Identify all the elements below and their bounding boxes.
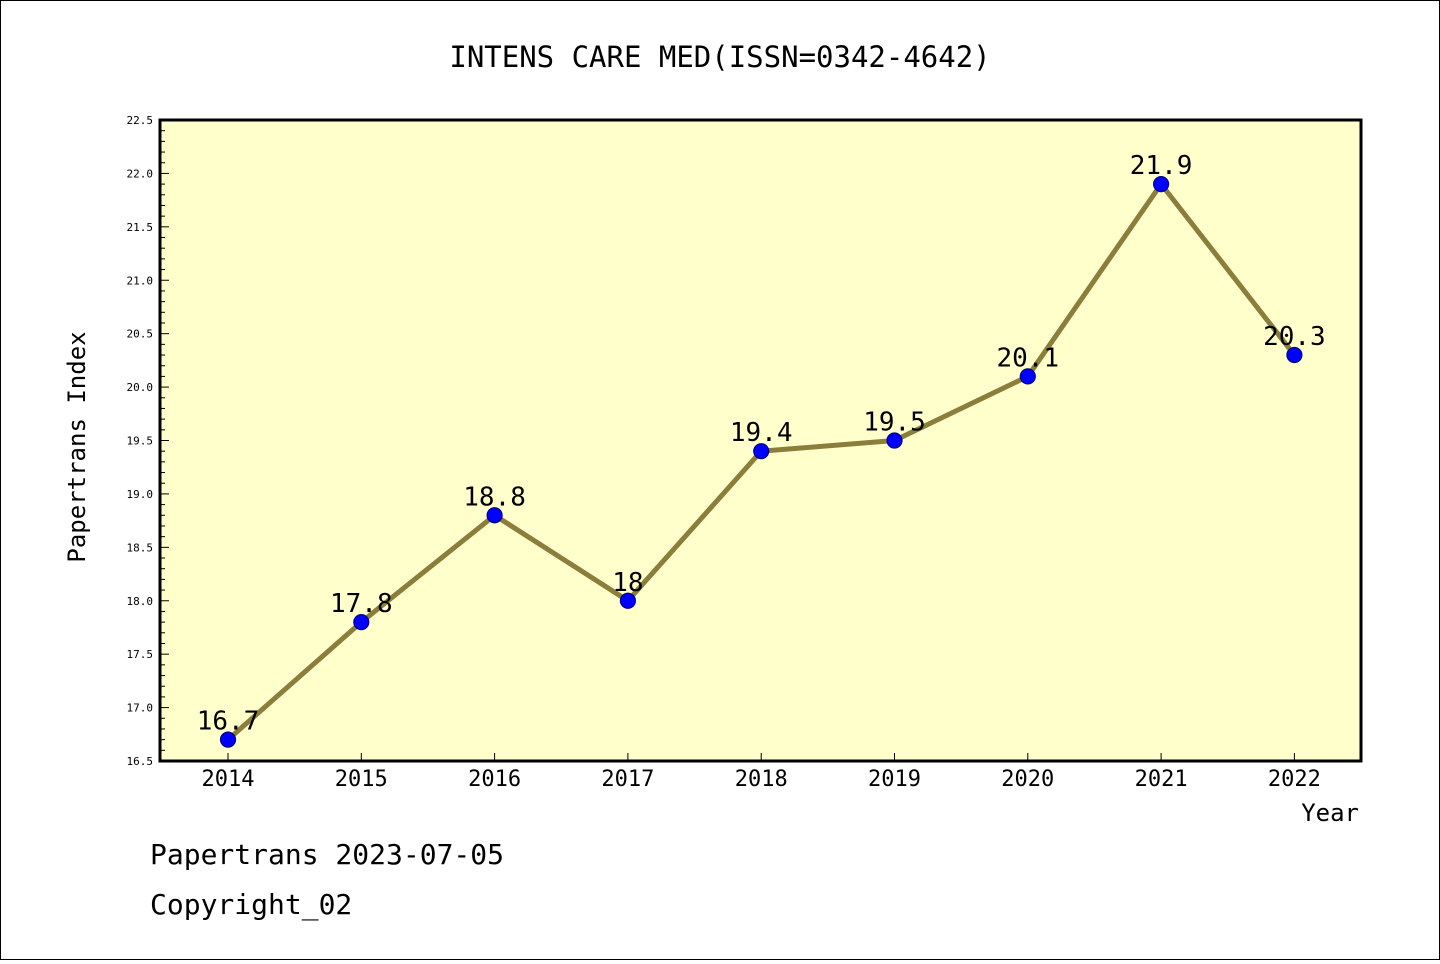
y-axis: 16.5 17.0 17.5 18.0 18.5 19.0 19.5 20.0 20.5 21.0… bbox=[127, 114, 169, 768]
y-tick-label: 16.5 bbox=[127, 755, 154, 768]
data-point bbox=[619, 592, 637, 609]
data-label: 18.8 bbox=[463, 482, 526, 512]
data-label: 20.1 bbox=[996, 343, 1059, 373]
chart-title: INTENS CARE MED(ISSN=0342-4642) bbox=[449, 40, 990, 74]
data-point bbox=[886, 432, 903, 449]
x-tick-label: 2015 bbox=[335, 767, 388, 792]
data-label: 18 bbox=[612, 568, 643, 598]
data-label: 19.5 bbox=[863, 408, 926, 438]
x-tick-label: 2014 bbox=[202, 767, 255, 792]
y-tick-label: 19.0 bbox=[127, 488, 154, 501]
footer-date: Papertrans 2023-07-05 bbox=[150, 838, 504, 871]
data-label: 20.3 bbox=[1263, 322, 1326, 352]
y-tick-label: 18.5 bbox=[127, 541, 154, 554]
y-tick-label: 19.5 bbox=[127, 435, 154, 448]
y-tick-label: 21.0 bbox=[127, 274, 154, 287]
data-label: 17.8 bbox=[330, 589, 393, 619]
data-point bbox=[353, 614, 370, 631]
data-point bbox=[1152, 176, 1170, 193]
y-tick-label: 21.5 bbox=[127, 221, 154, 234]
data-label: 19.4 bbox=[730, 418, 793, 448]
data-point bbox=[1019, 368, 1036, 385]
y-tick-label: 20.0 bbox=[127, 381, 154, 394]
data-point bbox=[486, 507, 503, 524]
y-tick-label: 22.0 bbox=[127, 167, 154, 180]
data-label: 16.7 bbox=[197, 707, 260, 737]
y-axis-label: Papertrans Index bbox=[63, 331, 91, 562]
x-axis-label: Year bbox=[1301, 799, 1359, 827]
data-point bbox=[1286, 346, 1303, 364]
y-tick-label: 22.5 bbox=[127, 114, 154, 127]
x-tick-label: 2016 bbox=[468, 767, 521, 792]
x-axis: 2014 2015 2016 2017 2018 2019 2020 2021 2022 bbox=[202, 753, 1321, 792]
data-label: 21.9 bbox=[1130, 151, 1193, 181]
x-tick-label: 2017 bbox=[601, 767, 654, 792]
series-line-group: 16.7 17.8 18.8 18 19.4 19.5 20.1 21.9 20.3 bbox=[197, 151, 1326, 748]
x-tick-label: 2021 bbox=[1135, 767, 1188, 792]
y-tick-label: 17.5 bbox=[127, 648, 154, 661]
x-tick-label: 2019 bbox=[868, 767, 921, 792]
plot-area bbox=[158, 118, 1363, 763]
y-tick-label: 18.0 bbox=[127, 595, 154, 608]
y-tick-label: 20.5 bbox=[127, 328, 154, 341]
x-tick-label: 2018 bbox=[735, 767, 788, 792]
x-tick-label: 2020 bbox=[1001, 767, 1054, 792]
y-tick-label: 17.0 bbox=[127, 702, 154, 715]
x-tick-label: 2022 bbox=[1268, 767, 1321, 792]
data-point bbox=[753, 443, 770, 460]
data-point bbox=[219, 731, 237, 748]
footer-copyright: Copyright_02 bbox=[150, 888, 352, 922]
